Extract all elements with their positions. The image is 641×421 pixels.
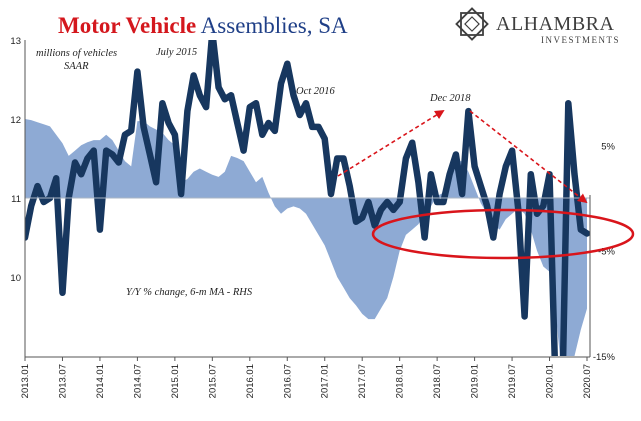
x-tick-label: 2020.01 [545,364,556,398]
x-axis-ticks: 2013.01 2013.07 2014.01 2014.07 2015.01 2015.… [20,357,593,398]
unit-note-line2: SAAR [64,61,89,72]
left-axis-ticks: 10 11 12 13 [10,36,21,284]
annotation-july-2015: July 2015 [156,47,197,58]
x-tick-label: 2018.01 [395,364,406,398]
x-tick-label: 2016.07 [282,364,293,398]
left-tick-label: 10 [10,273,21,284]
x-tick-label: 2013.01 [20,364,31,398]
chart-title-part2: Assemblies, SA [196,13,348,38]
alhambra-logo: ALHAMBRA INVESTMENTS [455,7,620,45]
x-tick-label: 2020.07 [582,364,593,398]
logo-sub: INVESTMENTS [541,35,620,45]
x-tick-label: 2018.07 [432,364,443,398]
x-tick-label: 2014.01 [95,364,106,398]
right-tick-label: 5% [601,141,615,152]
x-tick-label: 2017.01 [320,364,331,398]
plot-area [25,40,590,356]
x-tick-label: 2014.07 [132,364,143,398]
annotation-dec-2018: Dec 2018 [429,93,471,104]
right-tick-label: -5% [598,247,615,258]
left-tick-label: 13 [10,36,21,47]
left-tick-label: 11 [11,194,21,205]
logo-name: ALHAMBRA [496,13,615,35]
area-series-label: Y/Y % change, 6-m MA - RHS [126,287,253,298]
star-emblem-icon [455,7,489,41]
x-tick-label: 2016.01 [245,364,256,398]
x-tick-label: 2017.07 [357,364,368,398]
right-axis-ticks: 5% -5% -15% [593,141,616,363]
trend-arrow-down [469,110,588,204]
highlight-ellipse [371,208,635,260]
x-tick-label: 2019.01 [470,364,481,398]
x-tick-label: 2013.07 [57,364,68,398]
chart-title-part1: Motor Vehicle [58,13,196,38]
x-tick-label: 2015.07 [207,364,218,398]
right-tick-label: -15% [593,352,616,363]
chart-title: Motor Vehicle Assemblies, SA [58,13,348,38]
unit-note-line1: millions of vehicles [36,48,117,59]
trend-arrow-up [337,109,445,177]
x-tick-label: 2015.01 [170,364,181,398]
x-tick-label: 2019.07 [507,364,518,398]
yoy-area-series [25,119,587,356]
annotation-oct-2016: Oct 2016 [296,86,336,97]
assemblies-line-series [25,40,590,356]
left-tick-label: 12 [10,115,21,126]
